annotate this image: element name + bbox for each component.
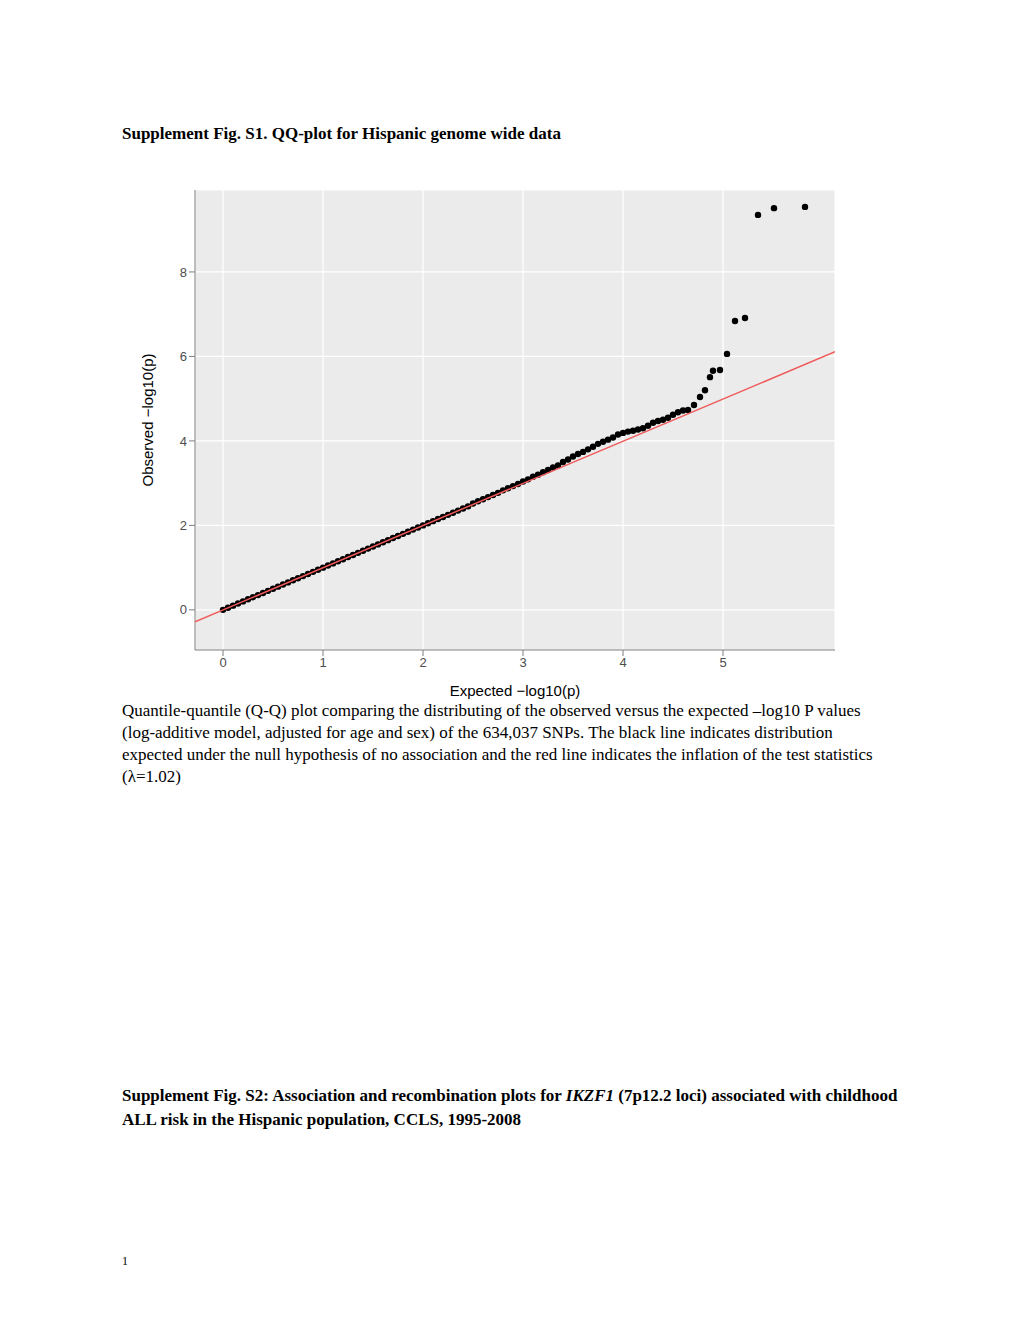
html-text:Supplement Fig. S1. QQ-plot fo: Supplement Fig. S1. QQ-plot for Hispanic… — [122, 124, 561, 143]
svg-text:5: 5 — [719, 655, 726, 670]
svg-text:3: 3 — [519, 655, 526, 670]
svg-text:Observed −log10(p): Observed −log10(p) — [140, 354, 156, 487]
html-text:1: 1 — [122, 1254, 128, 1268]
svg-text:6: 6 — [180, 349, 187, 364]
svg-text:8: 8 — [180, 265, 187, 280]
svg-text:4: 4 — [619, 655, 626, 670]
svg-text:2: 2 — [419, 655, 426, 670]
svg-text:0: 0 — [180, 602, 187, 617]
svg-text:2: 2 — [180, 518, 187, 533]
svg-text:4: 4 — [180, 434, 187, 449]
svg-text:Expected −log10(p): Expected −log10(p) — [450, 682, 581, 699]
html-text:Quantile-quantile (Q-Q) plot c: Quantile-quantile (Q-Q) plot comparing t… — [122, 701, 873, 786]
html-text:Supplement Fig. S2: Associatio: Supplement Fig. S2: Association and reco… — [122, 1086, 898, 1129]
svg-text:0: 0 — [219, 655, 226, 670]
svg-text:1: 1 — [319, 655, 326, 670]
